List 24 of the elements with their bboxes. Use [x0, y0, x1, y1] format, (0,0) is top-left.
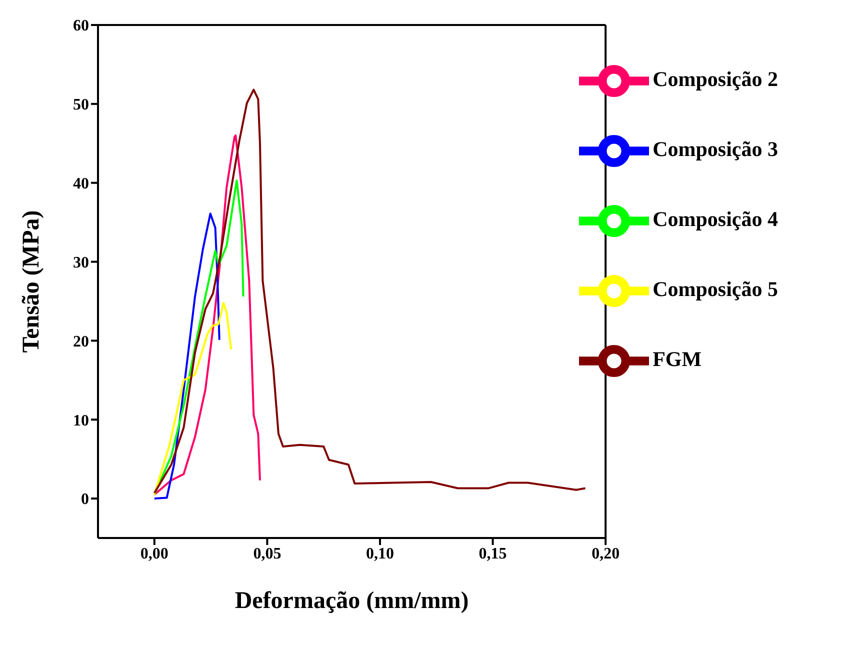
- x-tick-label: 0,05: [253, 545, 282, 562]
- legend-label: Composição 5: [652, 276, 778, 301]
- line-series: [153, 88, 586, 494]
- x-tick-label: 0,20: [592, 545, 620, 562]
- y-tick-label: 0: [81, 491, 89, 508]
- y-tick-label: 50: [73, 96, 89, 114]
- legend-label: Composição 3: [652, 136, 778, 161]
- y-tick-label: 20: [73, 333, 89, 350]
- y-tick-label: 30: [73, 254, 89, 272]
- x-tick-label: 0,15: [478, 545, 507, 562]
- x-tick-label: 0,10: [366, 545, 394, 562]
- y-tick-label: 10: [73, 412, 89, 430]
- legend-label: FGM: [652, 346, 702, 371]
- line-series: [153, 302, 232, 496]
- y-tick-label: 60: [73, 18, 89, 35]
- x-tick-label: 0,00: [140, 545, 168, 562]
- legend-label: Composição 4: [652, 206, 778, 231]
- line-series: [153, 212, 220, 500]
- line-series: [153, 134, 261, 496]
- legend-label: Composição 2: [652, 66, 778, 91]
- line-series: [153, 179, 244, 496]
- y-axis-title: Tensão (MPa): [18, 210, 45, 353]
- y-tick-label: 40: [73, 176, 89, 193]
- x-axis-title: Deformação (mm/mm): [234, 588, 469, 614]
